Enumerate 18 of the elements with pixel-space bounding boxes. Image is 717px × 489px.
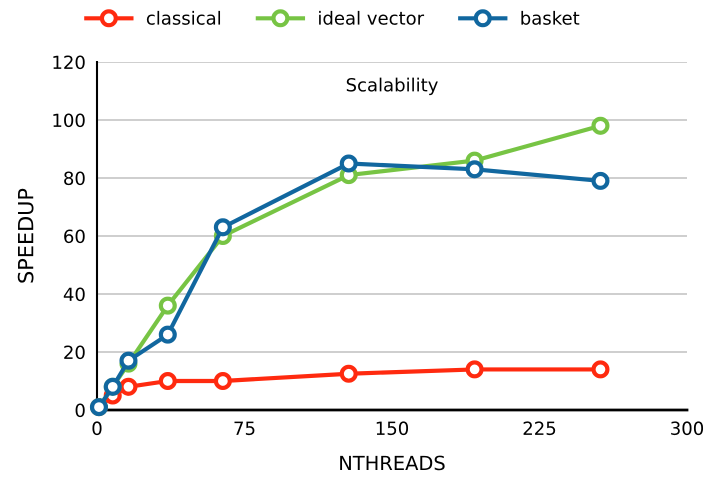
x-tick-label: 300	[671, 421, 704, 436]
text: Scalability	[346, 78, 438, 96]
y-tick-label: 40	[64, 287, 85, 302]
y-tick-label: 120	[53, 55, 85, 70]
y-axis-title: SPEEDUP	[18, 188, 34, 283]
x-axis-title: NTHREADS	[340, 456, 445, 470]
y-tick-label: 0	[76, 403, 85, 418]
x-tick-label: 150	[376, 421, 408, 436]
y-tick-label: 60	[64, 229, 85, 244]
y-tick-label: 20	[64, 345, 85, 360]
legend-label: basket	[521, 10, 580, 25]
x-tick-label: 225	[524, 421, 556, 436]
x-tick-label: 75	[234, 422, 254, 436]
legend-label: ideal vector	[319, 10, 424, 25]
legend-label: classical	[146, 10, 220, 25]
y-tick-label: 80	[64, 171, 85, 186]
x-tick-label: 0	[92, 421, 102, 436]
y-tick-label: 100	[53, 113, 85, 128]
